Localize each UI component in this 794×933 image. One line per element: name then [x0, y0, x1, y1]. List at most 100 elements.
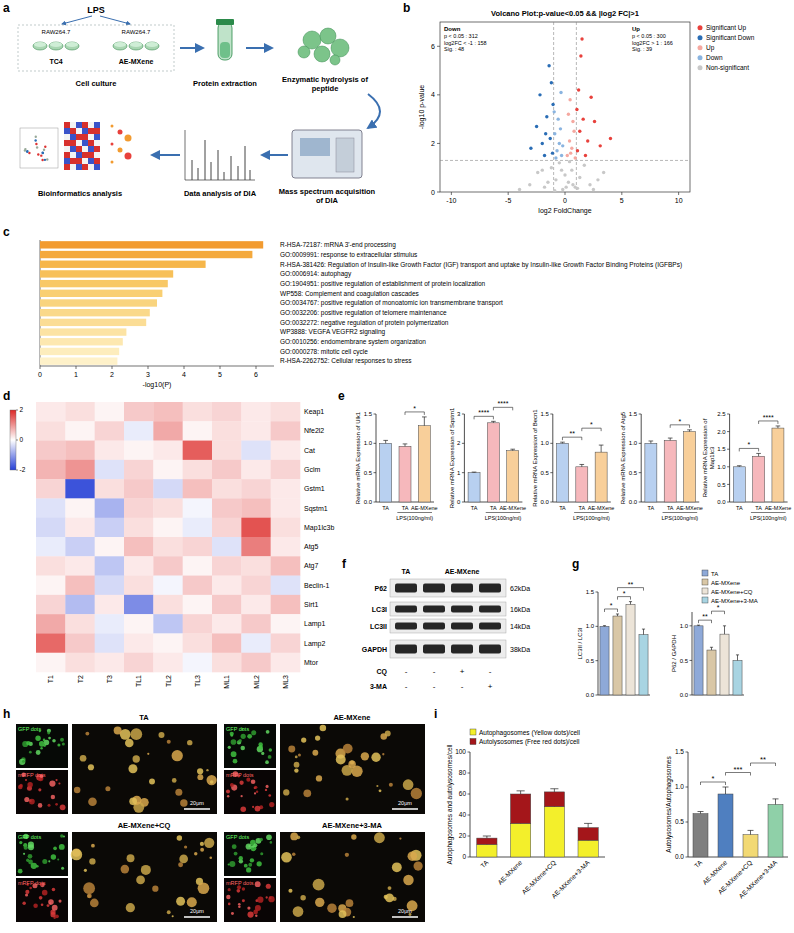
chart-title: Volcano Plot:p-value<0.05 && |log2 FC|>1 — [491, 9, 639, 18]
category-label: TA — [755, 505, 762, 511]
row-label: Beclin-1 — [304, 582, 329, 589]
bar — [507, 451, 519, 502]
text-line: Relative mRNA Expression of Becn1 — [532, 409, 538, 507]
cell-dot — [51, 854, 56, 859]
point — [568, 160, 571, 163]
cell-dot — [87, 894, 91, 898]
thumb-dot — [26, 150, 28, 152]
column-label: T2 — [77, 675, 84, 683]
bar-chart: 0.00.51.01.5Autolysosomes/Autophagosomes… — [665, 748, 788, 899]
band-label: LC3II — [370, 623, 387, 630]
threshold-line — [576, 22, 577, 192]
thumb-dot — [26, 150, 28, 152]
legend-swatch — [702, 597, 708, 603]
text-line: Map1lc3 — [709, 446, 715, 469]
panel-letter: h — [3, 707, 10, 721]
bar — [40, 241, 263, 248]
cell-dot — [313, 879, 325, 891]
cell-dot — [351, 834, 356, 839]
point — [574, 156, 577, 159]
thumb-cell — [94, 152, 100, 158]
point — [541, 168, 544, 171]
bar — [626, 604, 635, 695]
merged-image — [72, 832, 217, 922]
bar — [40, 290, 162, 297]
cell-dot — [57, 743, 60, 746]
cell-dot — [254, 786, 257, 789]
thumb-cell — [76, 140, 82, 146]
cell-dot — [327, 903, 336, 912]
lane-group-label: TA — [402, 568, 411, 575]
cell — [241, 498, 271, 518]
legend-label: Non-significant — [706, 64, 749, 72]
cell-dot — [250, 858, 254, 862]
significance-label: ** — [628, 581, 634, 588]
category-label: AE-MXene — [676, 505, 703, 511]
cell-dot — [399, 837, 401, 839]
cell — [36, 402, 66, 422]
cell-dot — [74, 787, 81, 794]
spectrum-peak — [218, 150, 219, 180]
culture-medium — [34, 42, 46, 47]
cell — [36, 633, 66, 653]
thumb-cell — [88, 128, 94, 134]
point — [571, 183, 574, 186]
tick-label: 0.5 — [586, 658, 595, 664]
cell-dot — [58, 782, 60, 784]
y-axis — [641, 414, 642, 502]
heatmap: Keap1Nfe2l2CatGclmGstm1Sqstm1Map1lc3bAtg… — [10, 402, 334, 689]
text-line: R-HSA-381426: Regulation of Insulin-like… — [280, 261, 682, 269]
cell-dot — [187, 740, 192, 745]
cell-dot — [312, 750, 318, 756]
significance-bracket — [712, 611, 725, 614]
tick-label: 0.0 — [586, 692, 595, 698]
cell — [183, 576, 213, 596]
cell — [183, 518, 213, 538]
tube-cap — [216, 19, 234, 25]
significance-bracket — [605, 609, 618, 612]
cell-dot — [294, 768, 298, 772]
cell — [95, 633, 125, 653]
tick — [184, 366, 185, 369]
cell-dot — [266, 896, 268, 898]
western-blot: TAAE-MXeneP6262kDaLC3I16kDaLC3II14kDaGAP… — [362, 568, 531, 691]
cell-dot — [200, 842, 204, 846]
cell-dot — [53, 846, 57, 850]
cell-dot — [246, 867, 251, 872]
cell — [212, 479, 242, 499]
flow-arrow — [62, 16, 92, 24]
cell-dot — [71, 849, 82, 860]
cell-dot — [35, 736, 40, 741]
cell — [241, 614, 271, 634]
enrichment-bar-chart: 0123456-log10(P)R-HSA-72187: mRNA 3'-end… — [38, 240, 682, 389]
bar — [720, 634, 729, 695]
channel-label: mRFP dots — [226, 772, 254, 778]
point — [567, 113, 570, 116]
tick-label: 1.5 — [364, 411, 373, 417]
cell — [95, 595, 125, 615]
tick — [690, 660, 693, 661]
cell — [241, 479, 271, 499]
row-label: Mtor — [304, 659, 319, 666]
thumb-cell — [64, 146, 70, 152]
tick-label: 0.0 — [680, 692, 689, 698]
cell-dot — [206, 775, 216, 785]
cell — [271, 614, 301, 634]
cell — [212, 653, 242, 673]
point — [572, 130, 575, 133]
cell-dot — [18, 869, 23, 874]
cell — [95, 576, 125, 596]
cell-dot — [28, 844, 34, 850]
merged-image — [280, 724, 425, 814]
category-label: AE-MXene — [499, 505, 526, 511]
axis-title: P62 / GAPDH — [671, 635, 677, 672]
cell — [95, 421, 125, 441]
cell — [95, 498, 125, 518]
text-line: GO:0032272: negative regulation of prote… — [280, 319, 449, 327]
tick-label: 1.0 — [586, 623, 595, 629]
spectrum-peak — [192, 160, 193, 180]
cell-dot — [18, 785, 23, 790]
cell-dot — [257, 897, 263, 903]
column-label: T3 — [106, 675, 113, 683]
cell-dot — [403, 875, 413, 885]
